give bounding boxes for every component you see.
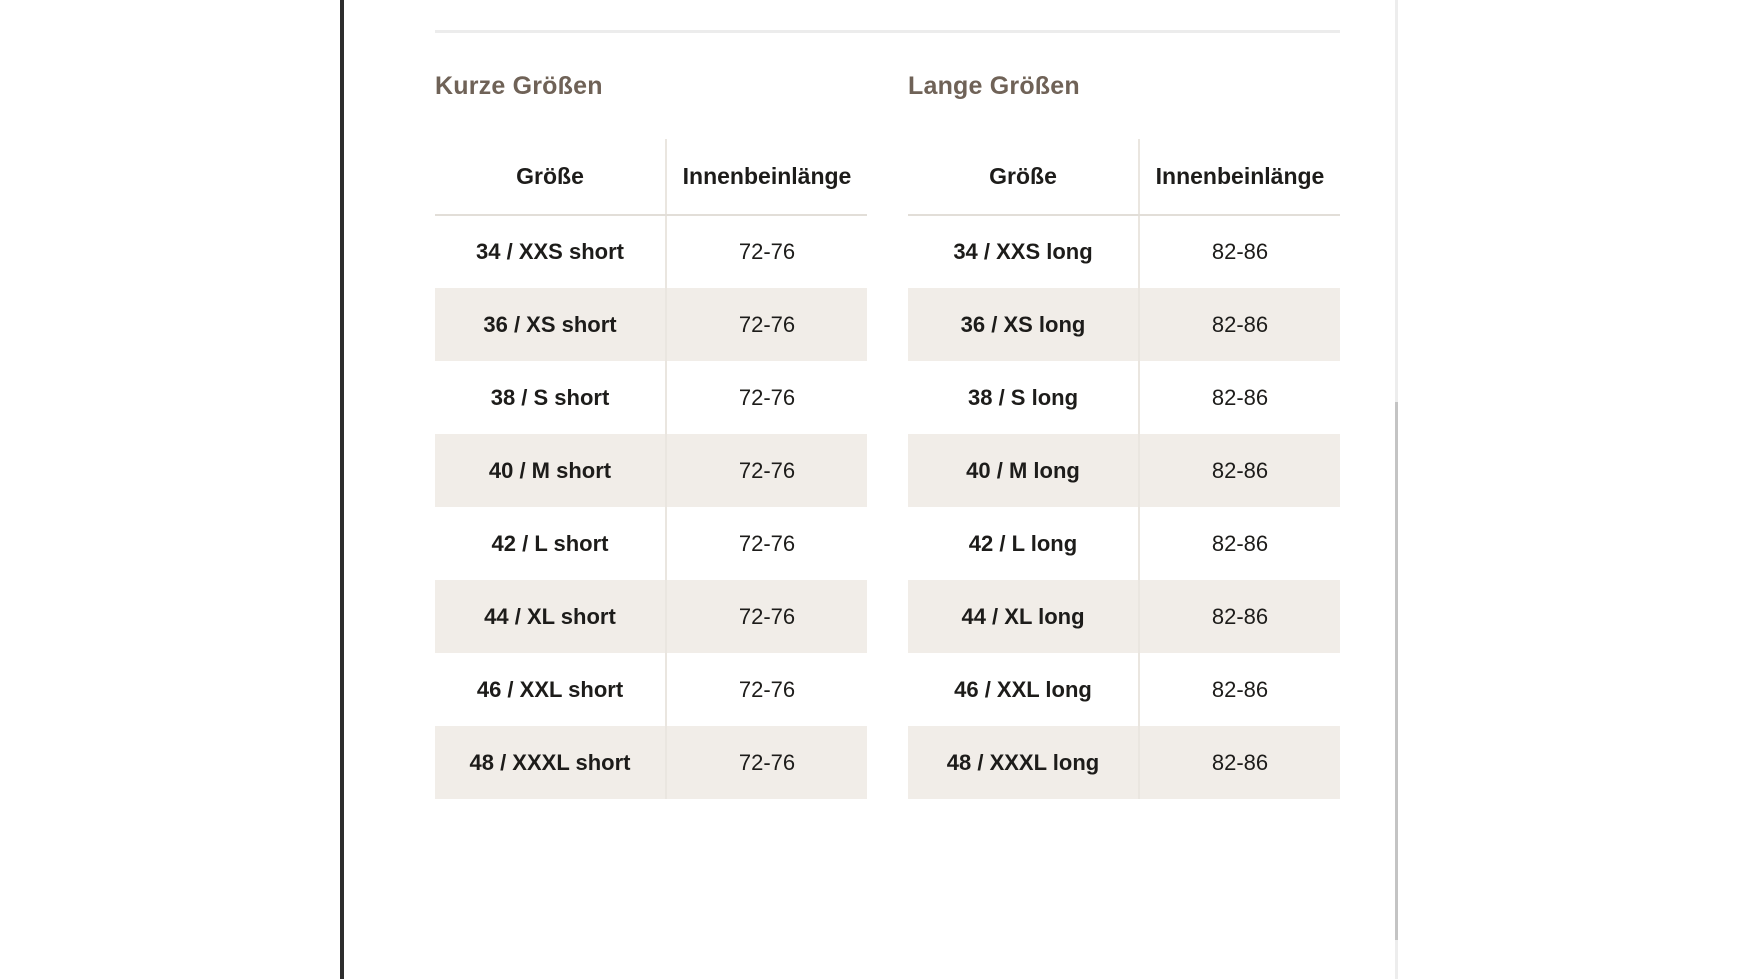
long-sizes-section: Lange Größen Größe Innenbeinlänge 34 / X… [908,33,1340,799]
table-row: 46 / XXL short 72-76 [435,653,867,726]
size-cell: 38 / S short [490,384,610,410]
long-sizes-title: Lange Größen [908,72,1080,100]
inseam-cell: 82-86 [1138,361,1340,434]
table-row: 48 / XXXL short 72-76 [435,726,867,799]
inseam-cell: 82-86 [1138,580,1340,653]
inseam-cell: 82-86 [1138,507,1340,580]
table-row: 44 / XL long 82-86 [908,580,1340,653]
inseam-cell: 82-86 [1138,434,1340,507]
inseam-cell: 82-86 [1138,653,1340,726]
inseam-cell: 72-76 [665,580,867,653]
size-cell: 36 / XS short [483,311,617,337]
table-row: 36 / XS short 72-76 [435,288,867,361]
size-cell: 34 / XXS short [476,239,624,264]
inseam-cell: 72-76 [665,361,867,434]
size-cell: 34 / XXS long [953,239,1093,264]
table-row: 40 / M long 82-86 [908,434,1340,507]
column-header-size: Größe [908,139,1139,216]
size-cell: 42 / L long [968,530,1078,556]
inseam-cell: 82-86 [1138,726,1340,799]
size-cell: 48 / XXXL long [946,749,1100,775]
size-cell: 44 / XL short [484,603,616,629]
table-row: 46 / XXL long 82-86 [908,653,1340,726]
inseam-cell: 72-76 [665,726,867,799]
short-sizes-title: Kurze Größen [435,72,603,100]
inseam-cell: 72-76 [665,653,867,726]
size-cell: 40 / M long [966,457,1080,483]
header-row: Größe Innenbeinlänge [908,139,1340,216]
inseam-cell: 72-76 [665,507,867,580]
inseam-cell: 82-86 [1138,215,1340,288]
column-header-size: Größe [435,139,666,216]
table-row: 40 / M short 72-76 [435,434,867,507]
scrollbar-thumb[interactable] [1395,402,1398,940]
left-page-rule [340,0,344,979]
size-cell: 38 / S long [967,384,1079,410]
table-row: 42 / L short 72-76 [435,507,867,580]
table-row: 36 / XS long 82-86 [908,288,1340,361]
inseam-cell: 82-86 [1138,288,1340,361]
column-header-inseam: Innenbeinlänge [665,139,867,216]
size-cell: 48 / XXXL short [469,749,631,775]
short-sizes-section: Kurze Größen Größe Innenbeinlänge 34 / X… [435,33,867,799]
size-cell: 46 / XXL long [954,676,1092,702]
column-header-inseam: Innenbeinlänge [1138,139,1340,216]
table-row: 38 / S short 72-76 [435,361,867,434]
table-row: 38 / S long 82-86 [908,361,1340,434]
size-cell: 36 / XS long [960,311,1086,337]
inseam-cell: 72-76 [665,434,867,507]
table-row: 48 / XXXL long 82-86 [908,726,1340,799]
table-row: 34 / XXS long 82-86 [908,215,1340,288]
table-row: 34 / XXS short 72-76 [435,215,867,288]
table-row: 42 / L long 82-86 [908,507,1340,580]
top-divider [435,30,1340,33]
size-tables: Kurze Größen Größe Innenbeinlänge 34 / X… [435,33,1340,799]
header-row: Größe Innenbeinlänge [435,139,867,216]
size-cell: 40 / M short [488,457,612,483]
size-cell: 42 / L short [491,530,609,556]
inseam-cell: 72-76 [665,215,867,288]
short-sizes-table: Größe Innenbeinlänge 34 / XXS short 72-76… [435,139,867,799]
long-sizes-table: Größe Innenbeinlänge 34 / XXS long 82-86 3… [908,139,1340,799]
size-cell: 46 / XXL short [476,676,624,702]
inseam-cell: 72-76 [665,288,867,361]
table-row: 44 / XL short 72-76 [435,580,867,653]
content-area: Kurze Größen Größe Innenbeinlänge 34 / X… [435,0,1340,799]
size-cell: 44 / XL long [961,603,1085,629]
